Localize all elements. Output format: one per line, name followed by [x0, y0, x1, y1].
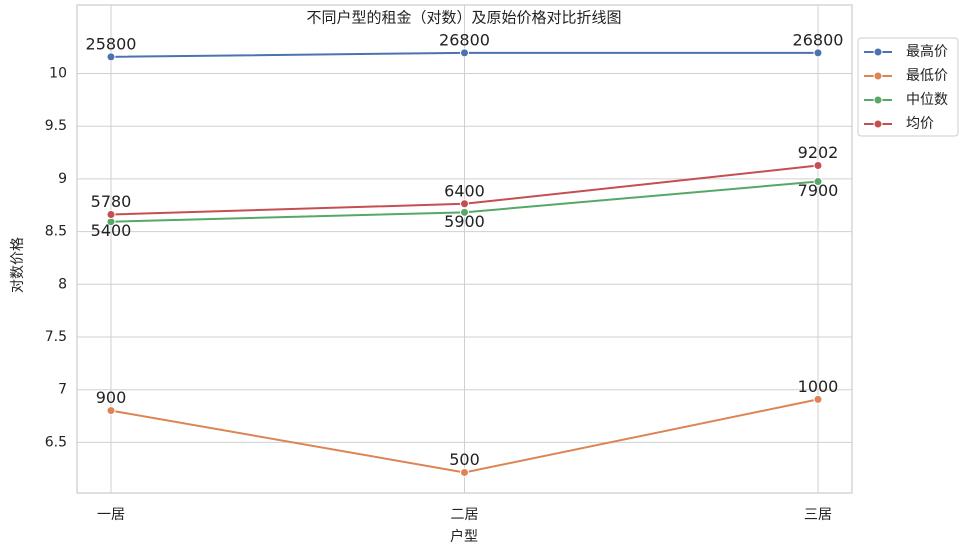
legend-marker [873, 95, 883, 105]
value-label: 500 [449, 450, 480, 469]
point [460, 207, 469, 217]
legend-label: 均价 [906, 116, 934, 132]
y-tick-label: 7 [58, 382, 67, 398]
y-tick-label: 6.5 [45, 434, 67, 450]
point [106, 210, 116, 220]
legend-marker [873, 71, 883, 81]
value-label: 26800 [439, 30, 490, 49]
y-tick-label: 8 [58, 276, 67, 292]
point [813, 394, 823, 404]
value-label: 5900 [444, 212, 485, 231]
point [813, 161, 823, 171]
value-label: 900 [96, 388, 127, 407]
legend-label: 最高价 [906, 43, 948, 60]
value-label: 5400 [91, 221, 132, 240]
y-tick-label: 10 [49, 66, 67, 82]
point [106, 52, 116, 62]
legend-label: 最低价 [906, 68, 948, 84]
value-label: 1000 [798, 377, 839, 396]
point [460, 467, 469, 477]
x-tick-label: 一居 [97, 507, 125, 523]
y-tick-label: 9.5 [45, 118, 67, 134]
legend-marker [873, 47, 883, 57]
value-label: 26800 [793, 30, 844, 49]
point [813, 177, 823, 187]
value-label: 25800 [86, 34, 137, 53]
value-label: 5780 [91, 192, 132, 211]
point [813, 48, 823, 58]
x-tick-label: 二居 [451, 507, 479, 523]
value-label: 9202 [798, 143, 839, 162]
legend-label: 中位数 [906, 92, 948, 108]
plot-frame [76, 4, 853, 494]
x-tick-label: 三居 [804, 507, 832, 523]
y-tick-label: 9 [58, 171, 67, 187]
value-label: 7900 [798, 181, 839, 200]
legend-marker [873, 119, 883, 129]
y-tick-label: 8.5 [45, 224, 67, 240]
point [460, 48, 469, 58]
value-label: 6400 [444, 181, 485, 200]
point [460, 199, 469, 209]
x-axis-label: 户型 [450, 528, 478, 545]
y-tick-label: 7.5 [45, 329, 67, 345]
point [106, 406, 116, 416]
legend-frame [857, 37, 959, 137]
y-axis-label: 对数价格 [10, 237, 26, 293]
